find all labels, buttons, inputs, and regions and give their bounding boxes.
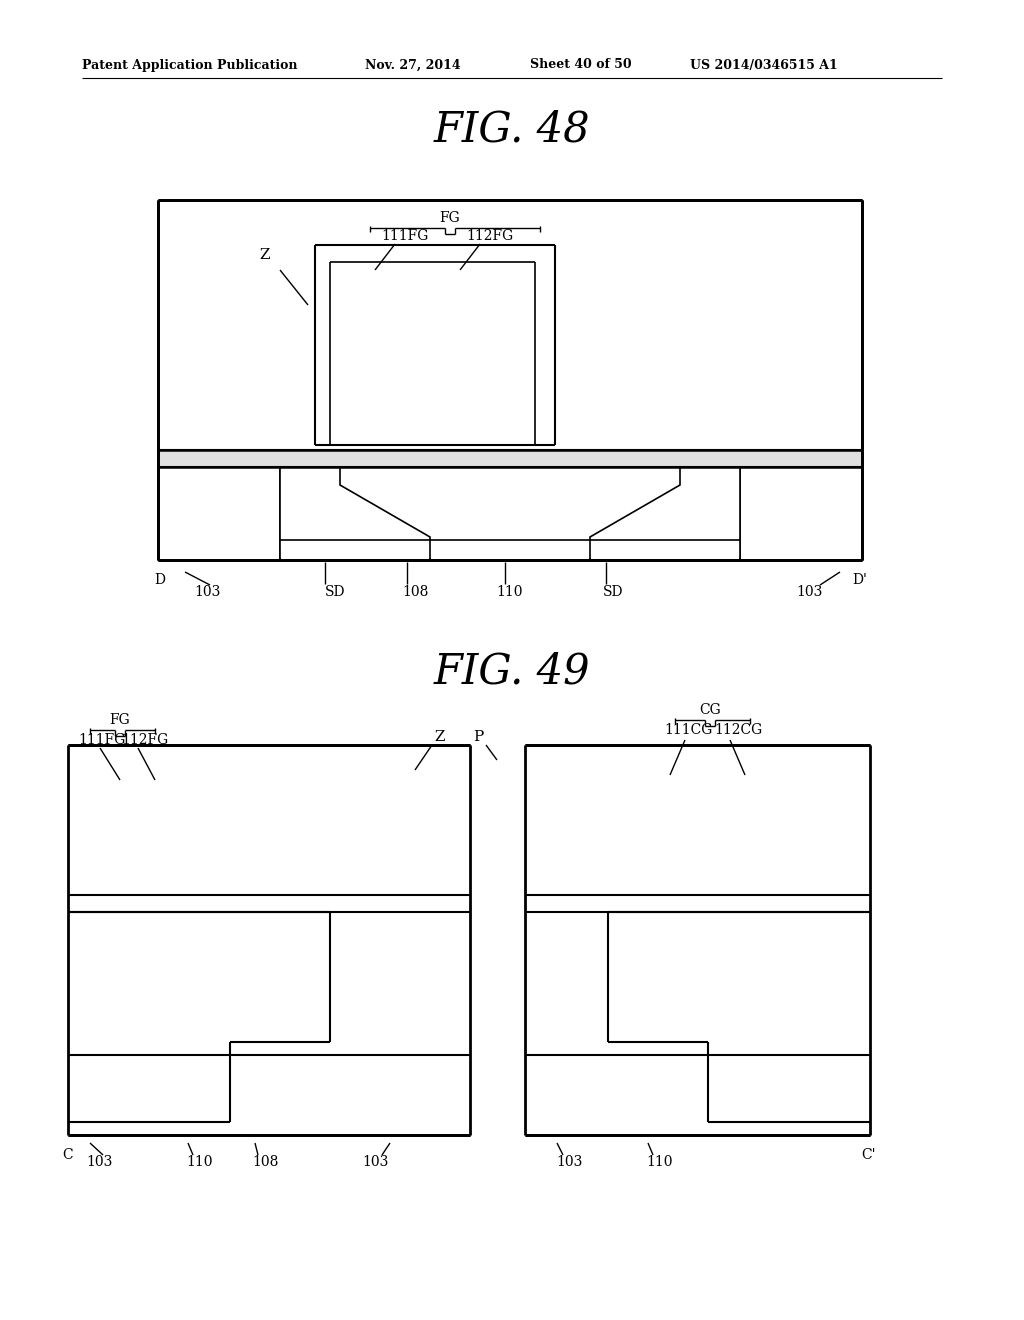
Bar bbox=[430, 261, 535, 445]
Bar bbox=[525, 912, 870, 1055]
Text: FIG. 48: FIG. 48 bbox=[434, 110, 590, 150]
Text: D': D' bbox=[853, 573, 867, 587]
Bar bbox=[68, 744, 470, 1135]
Text: 110: 110 bbox=[186, 1155, 213, 1170]
Text: C': C' bbox=[861, 1148, 876, 1162]
Text: 103: 103 bbox=[361, 1155, 388, 1170]
Bar bbox=[740, 467, 862, 560]
Text: 112FG: 112FG bbox=[466, 228, 514, 243]
Text: Z: Z bbox=[260, 248, 270, 261]
Bar bbox=[68, 912, 330, 1041]
Bar bbox=[280, 467, 740, 560]
Bar bbox=[68, 1055, 470, 1135]
Bar bbox=[158, 201, 862, 450]
Text: SD: SD bbox=[603, 585, 624, 599]
Text: 108: 108 bbox=[401, 585, 428, 599]
Bar bbox=[158, 450, 862, 467]
Text: 112CG: 112CG bbox=[714, 723, 762, 737]
Bar bbox=[158, 467, 280, 560]
Bar bbox=[330, 261, 430, 445]
Bar bbox=[525, 744, 870, 1135]
Text: FIG. 49: FIG. 49 bbox=[434, 651, 590, 693]
Bar bbox=[158, 450, 862, 467]
Text: 111FG: 111FG bbox=[78, 733, 126, 747]
Text: CG: CG bbox=[699, 704, 721, 717]
Text: 103: 103 bbox=[87, 1155, 114, 1170]
Text: 112FG: 112FG bbox=[122, 733, 169, 747]
Text: FG: FG bbox=[439, 211, 461, 224]
Text: SD: SD bbox=[325, 585, 345, 599]
Text: 110: 110 bbox=[497, 585, 523, 599]
Polygon shape bbox=[590, 467, 740, 560]
Text: 108: 108 bbox=[252, 1155, 279, 1170]
Bar bbox=[525, 1055, 870, 1135]
Text: P: P bbox=[473, 730, 483, 744]
Polygon shape bbox=[280, 467, 430, 560]
Text: 110: 110 bbox=[647, 1155, 673, 1170]
Bar bbox=[525, 744, 870, 895]
Bar bbox=[608, 912, 870, 1041]
Text: 111FG: 111FG bbox=[381, 228, 429, 243]
Text: Z: Z bbox=[435, 730, 445, 744]
Text: C: C bbox=[62, 1148, 74, 1162]
Bar bbox=[280, 467, 440, 558]
Text: 103: 103 bbox=[195, 585, 221, 599]
Bar bbox=[580, 467, 740, 558]
Text: Patent Application Publication: Patent Application Publication bbox=[82, 58, 298, 71]
Text: FG: FG bbox=[110, 713, 130, 727]
Text: US 2014/0346515 A1: US 2014/0346515 A1 bbox=[690, 58, 838, 71]
Bar bbox=[68, 744, 470, 895]
Text: 103: 103 bbox=[557, 1155, 584, 1170]
Bar bbox=[158, 467, 862, 560]
Text: D: D bbox=[155, 573, 166, 587]
Bar bbox=[315, 246, 555, 445]
Text: 103: 103 bbox=[797, 585, 823, 599]
Text: 111CG: 111CG bbox=[664, 723, 712, 737]
Bar bbox=[158, 201, 862, 450]
Bar bbox=[68, 912, 470, 1055]
Text: Nov. 27, 2014: Nov. 27, 2014 bbox=[365, 58, 461, 71]
Bar bbox=[708, 1041, 870, 1122]
Text: Sheet 40 of 50: Sheet 40 of 50 bbox=[530, 58, 632, 71]
Bar bbox=[68, 1041, 230, 1122]
